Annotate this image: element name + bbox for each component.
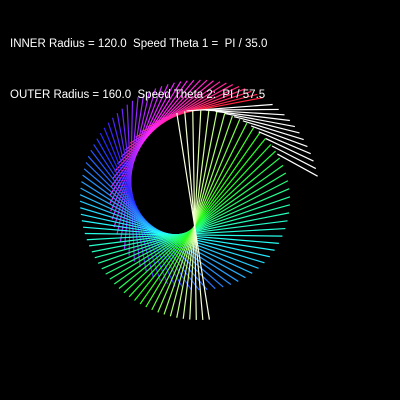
pattern-line xyxy=(184,111,204,321)
pattern-line xyxy=(109,172,287,280)
pattern-line xyxy=(182,110,210,319)
pattern-line xyxy=(134,138,267,301)
pattern-line xyxy=(189,109,202,320)
pattern-line-white xyxy=(258,131,311,155)
pattern-line-white xyxy=(242,120,304,141)
outer-radius-readout: OUTER Radius = 160.0 Speed Theta 2: PI /… xyxy=(10,89,266,101)
pattern-line-white xyxy=(277,153,318,177)
pattern-line-white xyxy=(271,145,317,170)
inner-radius-readout: INNER Radius = 120.0 Speed Theta 1 = PI … xyxy=(10,38,268,50)
pattern-line-white xyxy=(215,110,290,122)
parameter-readout: INNER Radius = 120.0 Speed Theta 1 = PI … xyxy=(10,2,267,138)
pattern-line xyxy=(163,115,233,315)
pattern-line-white xyxy=(205,109,285,116)
pattern-line xyxy=(145,127,255,308)
pattern-line xyxy=(118,157,281,289)
pattern-line xyxy=(105,180,289,275)
pattern-line-white xyxy=(250,125,308,148)
pattern-line xyxy=(117,79,208,165)
pattern-line-white xyxy=(233,116,300,134)
pattern-line xyxy=(113,164,284,285)
pattern-line xyxy=(151,122,248,311)
pattern-line xyxy=(176,112,210,320)
pattern-line xyxy=(192,110,197,320)
pattern-line xyxy=(169,113,226,317)
pattern-line xyxy=(109,82,175,204)
pattern-line xyxy=(123,150,276,294)
pattern-line xyxy=(157,119,241,313)
pattern-line xyxy=(176,111,218,318)
pattern-line xyxy=(120,80,214,158)
pattern-line xyxy=(128,144,272,298)
pattern-line-white xyxy=(265,138,314,162)
pattern-line xyxy=(139,132,261,305)
pattern-line-white xyxy=(224,112,296,128)
